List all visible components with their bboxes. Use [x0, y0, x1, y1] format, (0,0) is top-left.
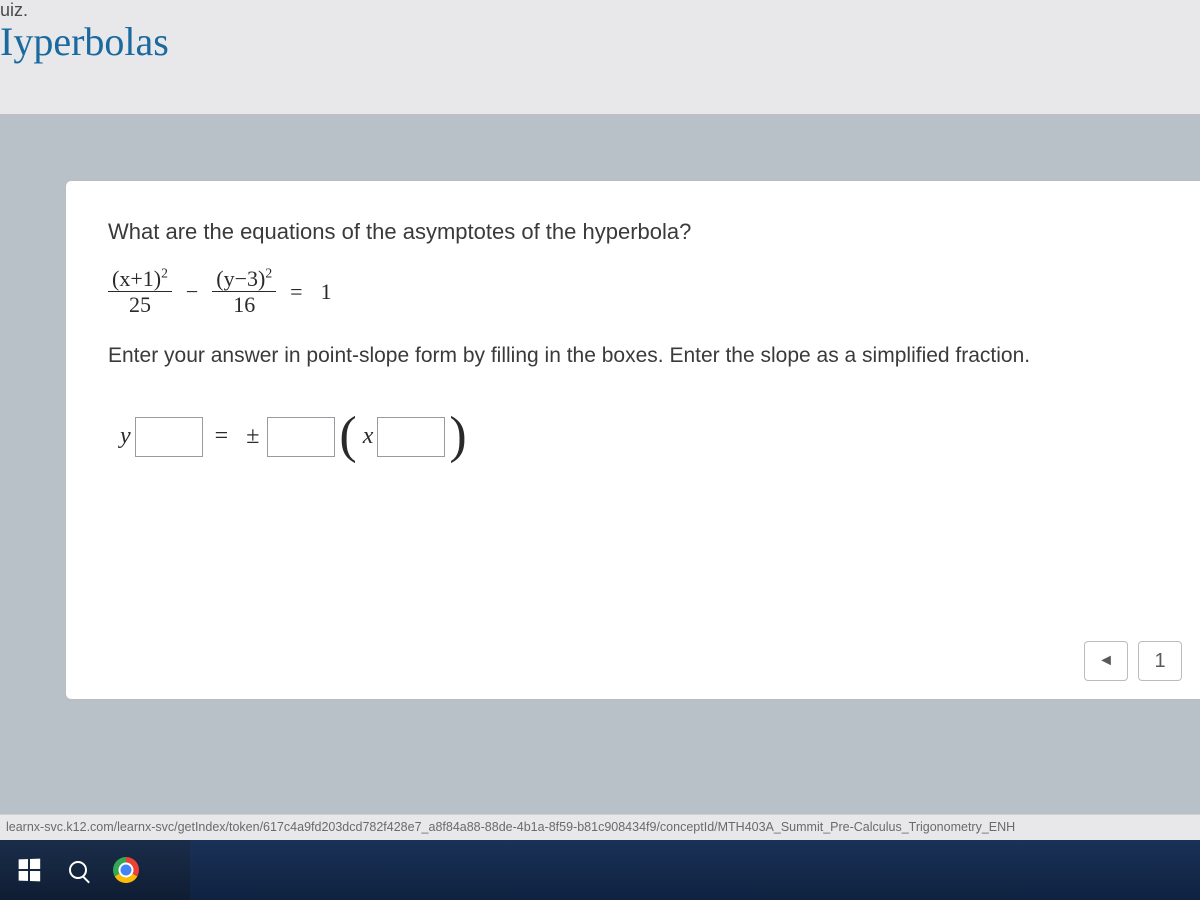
equals-sign: = — [205, 423, 239, 450]
hyperbola-equation: (x+1)2 25 − (y−3)2 16 = 1 — [108, 267, 1158, 316]
chrome-button[interactable] — [106, 850, 146, 890]
page-number[interactable]: 1 — [1138, 641, 1182, 681]
question-panel: What are the equations of the asymptotes… — [65, 180, 1200, 700]
taskbar-bg — [190, 840, 1200, 900]
answer-instruction: Enter your answer in point-slope form by… — [108, 344, 1158, 368]
var-y: y — [118, 423, 133, 450]
close-paren: ) — [447, 413, 468, 460]
rhs-value: 1 — [317, 279, 336, 305]
search-icon — [69, 861, 87, 879]
minus-operator: − — [182, 279, 202, 305]
var-x: x — [361, 423, 376, 450]
taskbar — [0, 840, 1200, 900]
windows-icon — [19, 859, 41, 882]
slope-input[interactable] — [267, 417, 335, 457]
question-prompt: What are the equations of the asymptotes… — [108, 219, 1158, 245]
plus-minus: ± — [240, 423, 265, 450]
pager: ◄ 1 — [1084, 641, 1182, 681]
term1-fraction: (x+1)2 25 — [108, 267, 172, 316]
answer-template: y = ± ( x ) — [118, 413, 1158, 460]
open-paren: ( — [337, 413, 358, 460]
term2-fraction: (y−3)2 16 — [212, 267, 276, 316]
prev-button[interactable]: ◄ — [1084, 641, 1128, 681]
y-offset-input[interactable] — [135, 417, 203, 457]
x-offset-input[interactable] — [377, 417, 445, 457]
status-bar-url: learnx-svc.k12.com/learnx-svc/getIndex/t… — [0, 814, 1200, 840]
start-button[interactable] — [8, 849, 50, 891]
browser-header: uiz. Iyperbolas — [0, 0, 1200, 115]
equals-sign: = — [286, 279, 306, 305]
search-button[interactable] — [58, 850, 98, 890]
page-title: Iyperbolas — [0, 18, 169, 65]
chrome-icon — [113, 857, 139, 883]
